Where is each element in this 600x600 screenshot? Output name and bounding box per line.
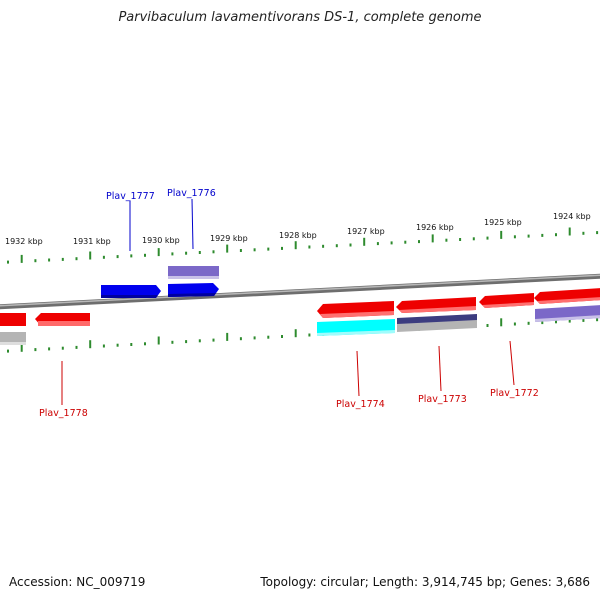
genome-backbone-highlight (0, 274, 600, 307)
scale-label: 1926 kbp (416, 223, 454, 232)
leader-plav-1776 (191, 198, 194, 250)
cds-bar-gray (397, 320, 477, 332)
summary-separator: ; (364, 575, 373, 589)
scale-label: 1931 kbp (73, 237, 111, 246)
scale-label: 1929 kbp (210, 234, 248, 243)
cds-bar (168, 266, 219, 276)
gene-arrow-plav-1777[interactable] (101, 285, 161, 298)
cds-bar-shadow (168, 276, 219, 279)
gene-label-plav-1777[interactable]: Plav_1777 (106, 191, 155, 202)
gene-shade (38, 321, 90, 326)
cds-bar-lavender-shadow (535, 315, 600, 322)
genes-count-text: Genes: 3,686 (509, 575, 590, 589)
scale-ticks-upper (7, 227, 599, 264)
gene-arrow-plav-1776-shade (168, 293, 216, 297)
leader-plav-1774 (356, 350, 360, 397)
gene-label-plav-1773[interactable]: Plav_1773 (418, 394, 467, 405)
gene-label-plav-1774[interactable]: Plav_1774 (336, 399, 385, 410)
scale-label: 1924 kbp (553, 212, 591, 221)
gene-arrow-left-edge[interactable] (0, 313, 26, 326)
gene-label-plav-1776[interactable]: Plav_1776 (167, 188, 216, 199)
gene-arrow-plav-1772-hilite (482, 302, 534, 308)
gene-arrow-plav-1777-shade (101, 295, 158, 298)
length-text: Length: 3,914,745 bp (372, 575, 502, 589)
leader-plav-1773 (438, 345, 442, 392)
genome-backbone (0, 273, 600, 310)
scale-label: 1928 kbp (279, 231, 317, 240)
topology-text: Topology: circular (260, 575, 365, 589)
scale-labels: 1932 kbp 1931 kbp 1930 kbp 1929 kbp 1928… (5, 212, 591, 246)
cds-bar-shadow (0, 342, 26, 345)
scale-label: 1927 kbp (347, 227, 385, 236)
gene-label-plav-1772[interactable]: Plav_1772 (490, 388, 539, 399)
summary-separator: ; (502, 575, 510, 589)
cds-bar (0, 332, 26, 342)
leader-plav-1772 (509, 340, 515, 386)
gene-label-plav-1778[interactable]: Plav_1778 (39, 408, 88, 419)
cds-bar-cyan-shadow (317, 330, 395, 336)
scale-ticks-lower (7, 314, 599, 353)
map-title: Parvibaculum lavamentivorans DS-1, compl… (118, 10, 482, 25)
scale-label: 1925 kbp (484, 218, 522, 227)
gene-arrow-plav-1773-hilite (399, 306, 476, 313)
scale-label: 1932 kbp (5, 237, 43, 246)
scale-label: 1930 kbp (142, 236, 180, 245)
gene-arrow-right-edge-hilite (537, 297, 600, 304)
gene-arrow-plav-1774-hilite (320, 311, 394, 318)
accession-text: Accession: NC_009719 (9, 575, 146, 589)
genome-summary: Topology: circular; Length: 3,914,745 bp… (260, 575, 590, 589)
